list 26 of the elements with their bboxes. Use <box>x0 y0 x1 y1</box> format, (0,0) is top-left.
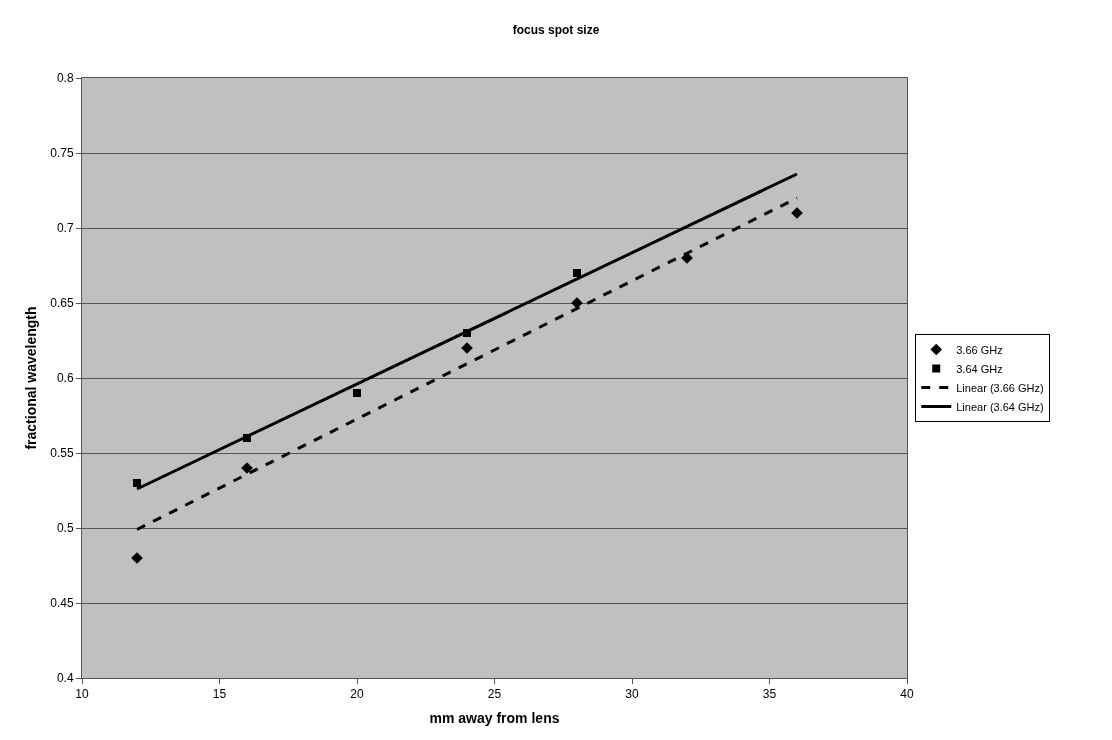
point <box>353 389 361 397</box>
x-tick-label: 40 <box>900 687 914 702</box>
y-tick-label: 0.45 <box>50 596 74 611</box>
x-tick-label: 15 <box>212 687 227 702</box>
x-axis-title: mm away from lens <box>429 709 560 726</box>
y-tick-label: 0.5 <box>56 521 74 536</box>
legend-label: 3.66 GHz <box>956 343 1003 356</box>
x-tick-label: 20 <box>350 687 364 702</box>
y-tick-label: 0.4 <box>56 671 74 686</box>
point <box>573 269 581 277</box>
y-tick-label: 0.8 <box>56 71 74 86</box>
y-tick-label: 0.75 <box>50 146 74 161</box>
y-tick-label: 0.65 <box>50 296 74 311</box>
x-tick-label: 25 <box>487 687 502 702</box>
y-tick-label: 0.6 <box>56 371 74 386</box>
legend-label: Linear (3.64 GHz) <box>956 400 1044 413</box>
y-axis-title: fractional wavelength <box>22 306 39 450</box>
legend-label: Linear (3.66 GHz) <box>956 381 1044 394</box>
y-tick-label: 0.7 <box>56 221 74 236</box>
point <box>133 479 141 487</box>
x-tick-label: 30 <box>625 687 639 702</box>
legend-label: 3.64 GHz <box>956 362 1003 375</box>
y-tick-label: 0.55 <box>50 446 74 461</box>
x-tick-label: 35 <box>762 687 777 702</box>
chart-title: focus spot size <box>512 23 600 38</box>
x-tick-label: 10 <box>75 687 89 702</box>
